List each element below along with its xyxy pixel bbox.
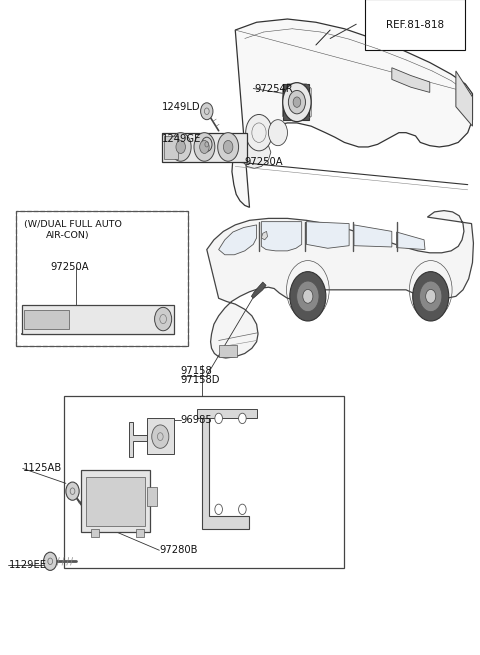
- Text: 96985: 96985: [180, 415, 213, 424]
- Circle shape: [293, 97, 301, 107]
- Bar: [64, 396, 344, 568]
- Circle shape: [215, 413, 222, 424]
- Polygon shape: [261, 231, 267, 240]
- Bar: [24, 310, 69, 329]
- Text: 97280B: 97280B: [159, 545, 198, 555]
- Circle shape: [152, 425, 169, 448]
- Bar: [164, 136, 179, 159]
- Circle shape: [223, 140, 233, 153]
- Text: 1249LD: 1249LD: [162, 102, 200, 112]
- Circle shape: [290, 272, 326, 321]
- Circle shape: [170, 133, 191, 161]
- Circle shape: [239, 413, 246, 424]
- Bar: [16, 211, 188, 346]
- Polygon shape: [202, 412, 250, 529]
- Polygon shape: [456, 71, 472, 126]
- Polygon shape: [232, 19, 472, 208]
- Text: 1125AB: 1125AB: [23, 464, 62, 474]
- Polygon shape: [306, 221, 349, 248]
- Circle shape: [303, 290, 313, 303]
- Polygon shape: [147, 419, 174, 454]
- Text: 97158: 97158: [180, 366, 213, 376]
- Circle shape: [420, 281, 442, 312]
- Polygon shape: [354, 225, 392, 247]
- Polygon shape: [235, 142, 271, 168]
- Bar: [136, 529, 144, 536]
- Circle shape: [239, 504, 246, 515]
- Circle shape: [201, 103, 213, 120]
- Bar: [91, 529, 99, 536]
- Text: (W/DUAL FULL AUTO: (W/DUAL FULL AUTO: [24, 220, 122, 229]
- Polygon shape: [147, 487, 157, 506]
- Text: 97250A: 97250A: [50, 262, 89, 272]
- Text: AIR-CON): AIR-CON): [46, 231, 89, 240]
- Circle shape: [200, 140, 209, 153]
- Text: 1249GE: 1249GE: [162, 134, 201, 144]
- Circle shape: [218, 133, 239, 161]
- Circle shape: [283, 83, 311, 122]
- Circle shape: [297, 281, 319, 312]
- Text: 1129EE: 1129EE: [9, 559, 47, 570]
- Circle shape: [268, 120, 288, 145]
- Bar: [86, 477, 145, 525]
- Polygon shape: [162, 133, 247, 162]
- Text: 97250A: 97250A: [245, 157, 283, 167]
- Circle shape: [176, 140, 185, 153]
- Circle shape: [155, 307, 172, 331]
- Circle shape: [246, 115, 272, 151]
- Circle shape: [44, 552, 57, 571]
- Polygon shape: [81, 470, 150, 532]
- Polygon shape: [129, 422, 147, 457]
- Bar: [219, 345, 237, 357]
- Polygon shape: [392, 67, 430, 92]
- Polygon shape: [219, 225, 257, 255]
- Text: REF.81-818: REF.81-818: [386, 20, 444, 29]
- Text: 97254R: 97254R: [254, 83, 293, 94]
- Circle shape: [215, 504, 222, 515]
- Polygon shape: [252, 282, 266, 298]
- Polygon shape: [207, 211, 473, 358]
- Circle shape: [194, 133, 215, 161]
- Circle shape: [413, 272, 449, 321]
- Text: 97158D: 97158D: [180, 375, 220, 385]
- Circle shape: [66, 482, 79, 500]
- Circle shape: [288, 90, 305, 114]
- Polygon shape: [396, 232, 425, 250]
- Bar: [16, 211, 188, 346]
- Circle shape: [202, 137, 212, 151]
- Polygon shape: [197, 409, 257, 419]
- Polygon shape: [22, 305, 174, 334]
- Polygon shape: [261, 221, 301, 251]
- Polygon shape: [283, 84, 309, 120]
- Circle shape: [426, 290, 436, 303]
